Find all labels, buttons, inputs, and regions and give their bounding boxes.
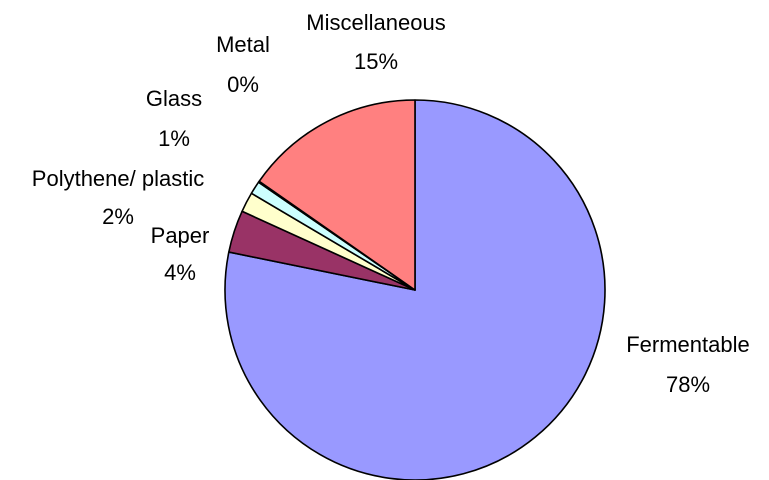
slice-value-paper: 4% bbox=[164, 260, 196, 285]
slice-value-polythene-plastic: 2% bbox=[102, 204, 134, 229]
slice-label-polythene-plastic: Polythene/ plastic bbox=[32, 166, 204, 191]
pie-slice-miscellaneous bbox=[258, 99, 416, 291]
slice-label-paper: Paper bbox=[151, 223, 210, 248]
slice-label-fermentable: Fermentable bbox=[626, 332, 750, 357]
slice-value-fermentable: 78% bbox=[666, 372, 710, 397]
pie-slices bbox=[224, 99, 606, 480]
slice-value-glass: 1% bbox=[158, 126, 190, 151]
pie-labels: Fermentable 78% Paper 4% Polythene/ plastic 2… bbox=[32, 10, 750, 397]
slice-label-miscellaneous: Miscellaneous bbox=[306, 10, 445, 35]
slice-label-metal: Metal bbox=[216, 32, 270, 57]
slice-value-miscellaneous: 15% bbox=[354, 49, 398, 74]
slice-value-metal: 0% bbox=[227, 72, 259, 97]
slice-label-glass: Glass bbox=[146, 86, 202, 111]
